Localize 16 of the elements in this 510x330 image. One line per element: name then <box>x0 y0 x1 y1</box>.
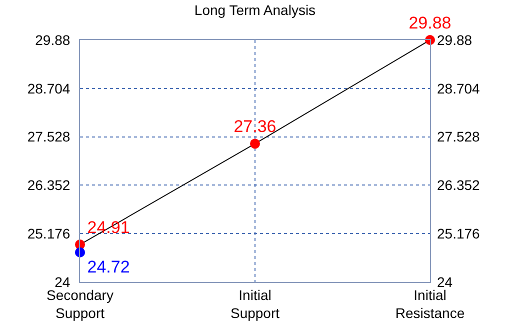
y2-tick-label: 25.176 <box>437 226 480 242</box>
data-label: 29.88 <box>408 14 452 32</box>
y2-tick-label: 26.352 <box>437 177 480 194</box>
y-tick-label: 28.704 <box>27 80 70 96</box>
y2-tick-label: 29.88 <box>437 32 472 48</box>
y-tick-label: 29.88 <box>35 32 70 48</box>
data-label: 24.72 <box>87 257 130 276</box>
data-label: 27.36 <box>234 117 276 136</box>
y-tick-label: 25.176 <box>27 226 70 242</box>
y-tick-label: 26.352 <box>27 177 70 194</box>
point <box>250 138 260 149</box>
y-tick-label: 27.528 <box>27 128 70 145</box>
x-tick-label: Initial Support <box>230 286 280 321</box>
y2-tick-label: 28.704 <box>437 80 480 96</box>
chart-title: Long Term Analysis <box>194 2 316 18</box>
y2-tick-label: 27.528 <box>437 128 480 145</box>
